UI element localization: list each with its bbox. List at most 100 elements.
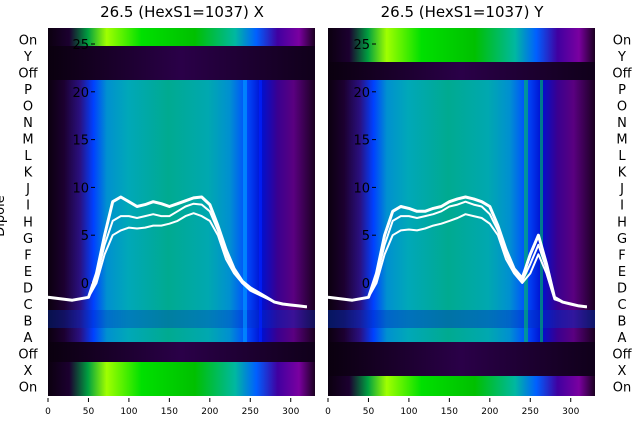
row-label: B — [24, 315, 33, 330]
row-label: E — [618, 265, 626, 280]
row-label: H — [23, 215, 33, 230]
heatmap-stripe1-x — [243, 80, 247, 342]
y-tick-label: 20 — [72, 86, 89, 101]
row-label: A — [24, 331, 33, 346]
row-label: On — [613, 381, 631, 396]
row-label: J — [619, 182, 624, 197]
x-tick-label: 250 — [242, 407, 259, 417]
row-label: M — [22, 133, 33, 148]
row-label: L — [618, 149, 626, 164]
heatmap-band-x — [48, 310, 315, 328]
y-tick-label: 15 — [353, 134, 370, 149]
row-label: On — [613, 33, 631, 48]
row-label: D — [617, 281, 627, 296]
heatmap-y — [328, 28, 595, 396]
x-tick-label: 50 — [363, 407, 375, 417]
y-tick-label: 5 — [81, 229, 89, 244]
row-label: I — [620, 199, 624, 214]
x-tick-label: 0 — [45, 407, 51, 417]
row-label: I — [26, 199, 30, 214]
x-ticks-y: 0 50 100 150 200 250 300 — [325, 398, 580, 417]
heatmap-dark-bottom-y — [328, 342, 595, 376]
heatmap-dark-top-y — [328, 62, 595, 80]
row-label: K — [618, 166, 627, 181]
y-tick-label: 0 — [362, 277, 370, 292]
y-tick-label: 25 — [72, 38, 89, 53]
heatmap-stripe1-y — [524, 80, 528, 342]
row-label: D — [23, 281, 33, 296]
panel-x: 26.5 (HexS1=1037) X Dipole 0 5 10 15 20 25 0 5… — [0, 3, 315, 417]
y-tick-label: 10 — [72, 181, 89, 196]
row-label: O — [23, 99, 33, 114]
heatmap-dark-top-x — [48, 46, 315, 80]
row-label: G — [617, 232, 627, 247]
heatmap-band-y — [328, 310, 595, 328]
profile-lines-x — [47, 195, 308, 309]
row-label: Off — [18, 66, 38, 81]
row-label: Off — [612, 66, 632, 81]
row-label: F — [618, 248, 625, 263]
y-ticks-y: 0 5 10 15 20 25 — [353, 38, 376, 292]
heatmap-rows-bottom-y — [328, 376, 595, 396]
row-label: P — [618, 83, 626, 98]
series-line — [327, 213, 588, 308]
x-tick-label: 200 — [481, 407, 498, 417]
row-label: K — [24, 166, 33, 181]
series-line — [327, 200, 588, 308]
x-tick-label: 0 — [325, 407, 331, 417]
row-label: N — [23, 116, 33, 131]
row-label: L — [24, 149, 32, 164]
row-label: N — [617, 116, 627, 131]
x-tick-label: 150 — [441, 407, 458, 417]
chart-title-x: 26.5 (HexS1=1037) X — [100, 3, 264, 21]
row-label: A — [618, 331, 627, 346]
y-ticks-x: 0 5 10 15 20 25 — [72, 38, 95, 292]
x-tick-label: 100 — [400, 407, 417, 417]
x-tick-label: 50 — [83, 407, 95, 417]
row-label: J — [25, 182, 30, 197]
series-line — [327, 195, 588, 309]
profile-lines-y — [327, 195, 588, 309]
row-label: C — [617, 298, 626, 313]
row-label: C — [23, 298, 32, 313]
heatmap-rows-top-x — [48, 28, 315, 46]
x-tick-label: 300 — [282, 407, 299, 417]
y-tick-label: 5 — [362, 229, 370, 244]
row-label: On — [19, 381, 37, 396]
row-label: E — [24, 265, 32, 280]
heatmap-stripe2-y — [540, 80, 543, 342]
row-label: G — [23, 232, 33, 247]
row-label: X — [24, 364, 33, 379]
row-label: Off — [18, 348, 38, 363]
row-label: On — [19, 33, 37, 48]
row-label: O — [617, 99, 627, 114]
series-line — [47, 212, 308, 308]
y-axis-label: Dipole — [0, 195, 8, 236]
y-tick-label: 25 — [353, 38, 370, 53]
heatmap-dark-bottom-x — [48, 342, 315, 362]
x-tick-label: 150 — [161, 407, 178, 417]
row-label: Off — [612, 348, 632, 363]
panel-y: 26.5 (HexS1=1037) Y 0 5 10 15 20 25 0 50 100 150… — [325, 3, 632, 417]
heatmap-main-y — [328, 80, 595, 342]
row-label: F — [24, 248, 31, 263]
row-label: Y — [617, 50, 626, 65]
x-tick-label: 300 — [562, 407, 579, 417]
row-label: B — [618, 315, 627, 330]
x-tick-label: 100 — [120, 407, 137, 417]
y-tick-label: 10 — [353, 181, 370, 196]
heatmap-x — [48, 28, 315, 396]
y-tick-label: 20 — [353, 86, 370, 101]
row-label: Y — [23, 50, 32, 65]
x-tick-label: 200 — [201, 407, 218, 417]
x-ticks-x: 0 50 100 150 200 250 300 — [45, 398, 300, 417]
row-label: P — [24, 83, 32, 98]
heatmap-rows-top-y — [328, 28, 595, 62]
y-tick-label: 15 — [72, 134, 89, 149]
row-label: X — [618, 364, 627, 379]
heatmap-stripe2-x — [259, 80, 262, 342]
x-tick-label: 250 — [522, 407, 539, 417]
